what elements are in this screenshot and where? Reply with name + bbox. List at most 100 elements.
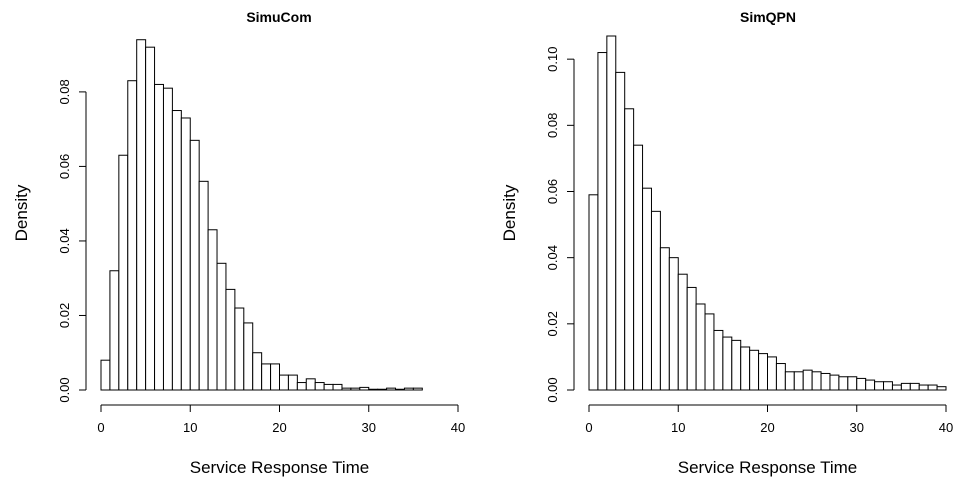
y-tick-label: 0.06 <box>57 154 72 179</box>
histogram-bar <box>136 39 147 391</box>
y-tick-label: 0.02 <box>57 303 72 328</box>
x-tick-label: 20 <box>760 420 774 435</box>
histogram-bar <box>332 383 343 391</box>
x-tick-label: 30 <box>850 420 864 435</box>
histogram-bar <box>650 210 661 391</box>
histogram-bar <box>287 374 298 391</box>
y-tick-label: 0.00 <box>57 377 72 402</box>
histogram-bar <box>395 388 405 391</box>
histogram-bar <box>403 387 414 391</box>
histogram-bar <box>936 386 947 391</box>
histogram-bar <box>118 154 129 391</box>
histogram-bar <box>758 353 769 391</box>
x-tick-label: 40 <box>451 420 465 435</box>
histogram-bar <box>695 303 706 391</box>
histogram-bar <box>883 381 893 391</box>
x-axis-label: Service Response Time <box>190 458 370 477</box>
histogram-bar <box>624 108 635 391</box>
histogram-bar <box>686 286 697 391</box>
histogram-bar <box>775 363 786 391</box>
x-tick-label: 20 <box>272 420 286 435</box>
histogram-bar <box>314 382 325 391</box>
histogram-bar <box>909 382 920 391</box>
chart-panel-1: SimuCom 0 10 20 30 40 0.00 0.02 0.04 0.06 0.08 Serv… <box>12 9 465 477</box>
chart-panel-2: SimQPN 0 10 20 30 40 0.00 0.02 0.04 0.06 0.08 0.10 S… <box>500 9 953 477</box>
histogram-bar <box>252 352 263 391</box>
histogram-bar <box>615 71 626 391</box>
histogram-bar <box>891 384 902 391</box>
y-axis-label: Density <box>12 184 31 241</box>
histogram-bar <box>225 288 236 391</box>
y-tick-label: 0.10 <box>545 47 560 72</box>
x-tick-label: 0 <box>97 420 104 435</box>
histogram-bar <box>261 363 272 391</box>
histogram-bar <box>740 346 751 391</box>
histogram-bar <box>359 386 370 391</box>
histogram-bar <box>865 379 876 391</box>
histogram-bar <box>838 376 849 391</box>
histogram-bar <box>180 117 191 391</box>
histogram-bar <box>918 384 929 391</box>
histogram-bar <box>109 270 120 391</box>
histogram-bar <box>659 247 670 391</box>
histogram-bar <box>100 359 111 391</box>
histogram-bar <box>127 80 138 391</box>
histogram-bar <box>412 387 423 391</box>
x-tick-label: 0 <box>585 420 592 435</box>
histogram-bar <box>633 144 644 391</box>
histogram-bar <box>171 110 182 391</box>
histogram-bar <box>900 382 911 391</box>
histogram-bar <box>350 387 361 391</box>
histogram-bar <box>243 322 254 391</box>
histogram-bar <box>189 139 200 391</box>
histogram-bar <box>270 363 281 391</box>
histogram-bar <box>642 187 652 391</box>
histogram-bar <box>216 262 227 391</box>
x-axis-label: Service Response Time <box>678 458 858 477</box>
histogram-bar <box>668 257 679 391</box>
histogram-bar <box>749 349 760 391</box>
y-tick-label: 0.06 <box>545 179 560 204</box>
histogram-bar <box>677 273 688 391</box>
histogram-bar <box>731 339 742 391</box>
histogram-bar <box>829 374 840 391</box>
histogram-bar <box>713 329 724 391</box>
x-tick-label: 10 <box>671 420 685 435</box>
histogram-bar <box>234 307 245 391</box>
histogram-bar <box>162 87 173 391</box>
histogram-bar <box>811 371 822 391</box>
y-tick-label: 0.00 <box>545 377 560 402</box>
histogram-bar <box>323 383 334 391</box>
histogram-bar <box>722 336 733 391</box>
histogram-bar <box>279 374 289 391</box>
histogram-bar <box>341 387 352 391</box>
histogram-bar <box>874 381 885 391</box>
histogram-bar <box>145 46 156 391</box>
x-tick-label: 30 <box>362 420 376 435</box>
histogram-bar <box>305 378 316 391</box>
histogram-bar <box>784 371 795 391</box>
y-tick-label: 0.02 <box>545 311 560 336</box>
histogram-bar <box>198 180 209 391</box>
chart-title: SimuCom <box>246 9 311 25</box>
histogram-bar <box>377 388 388 391</box>
histogram-bar <box>207 229 218 391</box>
histogram-bar <box>820 372 831 391</box>
histogram-bar <box>588 194 599 391</box>
histogram-bar <box>597 52 608 391</box>
x-tick-label: 10 <box>183 420 197 435</box>
histogram-bar <box>154 83 164 391</box>
histogram-bar <box>767 356 777 391</box>
histogram-bar <box>368 388 379 391</box>
histogram-bar <box>847 376 858 391</box>
histogram-bar <box>606 35 617 391</box>
y-tick-label: 0.04 <box>57 228 72 253</box>
histogram-bar <box>296 382 307 391</box>
histogram-bar <box>802 369 813 391</box>
histogram-bar <box>386 387 397 391</box>
chart-title: SimQPN <box>740 9 796 25</box>
y-tick-label: 0.08 <box>545 113 560 138</box>
histogram-bar <box>927 384 938 391</box>
